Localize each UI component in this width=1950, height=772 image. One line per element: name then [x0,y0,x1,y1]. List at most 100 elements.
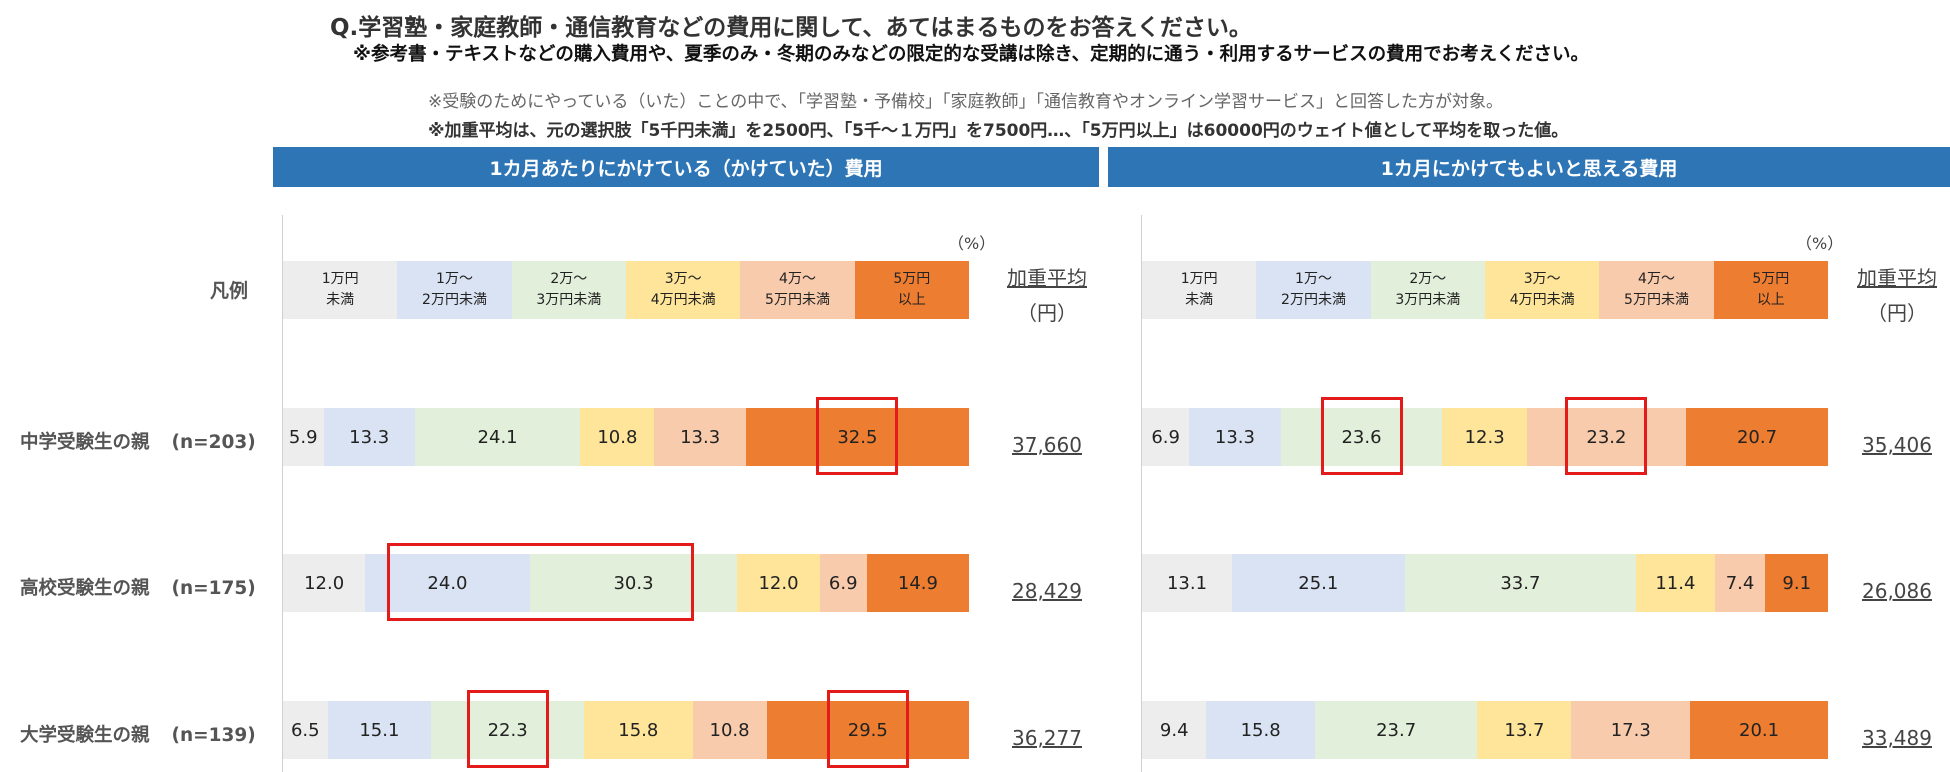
weighted-average-value: 28,429 [1012,579,1082,603]
legend-item: 1万円未満 [1142,261,1257,319]
question-subtitle: ※参考書・テキストなどの購入費用や、夏季のみ・冬期のみなどの限定的な受講は除き、… [353,44,1590,65]
highlight-box [1565,397,1648,475]
highlight-box [816,397,899,475]
highlight-box [1320,397,1403,475]
row-label: 中学受験生の親 (n=203) [20,428,256,454]
legend-item-line1: 1万～ [436,271,473,287]
percent-unit-label: （%） [948,234,996,253]
weighted-average-unit: （円） [1017,301,1077,325]
legend-item-line2: 未満 [1185,292,1214,308]
legend-label: 凡例 [210,280,249,302]
bar-segment: 23.2 [1526,408,1686,466]
bar-segment: 13.7 [1477,701,1572,759]
legend-item-line2: 以上 [1756,292,1785,308]
legend-item-line2: 2万円未満 [422,292,487,308]
legend-item-line1: 4万～ [779,271,816,287]
legend-item: 4万～ 5万円未満 [1599,261,1714,319]
highlight-box [466,690,549,768]
bar-segment: 15.8 [1206,701,1315,759]
bar-segment: 23.7 [1314,701,1478,759]
legend-item-line1: 3万～ [1523,271,1561,287]
panel-header-acceptable-cost: 1カ月にかけてもよいと思える費用 [1108,147,1950,187]
bar-segment: 24.0 [365,554,530,612]
axis-line [1141,215,1142,772]
weighted-average-value: 33,489 [1862,726,1932,750]
legend-item-line2: 2万円未満 [1281,292,1346,308]
bar-segment: 22.3 [431,701,585,759]
question-title: Q.学習塾・家庭教師・通信教育などの費用に関して、あてはまるものをお答えください… [330,15,1252,41]
bar-segment: 10.8 [692,701,767,759]
row-label: 大学受験生の親 (n=139) [20,721,256,747]
bar-segment: 14.9 [866,554,969,612]
bar-segment: 23.6 [1280,408,1443,466]
legend-item: 5万円以上 [1713,261,1828,319]
legend-item-line1: 5万円 [1752,271,1790,287]
bar-segment: 17.3 [1571,701,1691,759]
bar-segment: 13.3 [323,408,415,466]
bar-segment: 6.5 [283,701,328,759]
legend-item-line2: 3万円未満 [1395,292,1461,308]
row-label-sample-size: (n=203) [171,432,256,453]
legend-item-line1: 2万～ [550,271,588,287]
legend-item: 3万～ 4万円未満 [1485,261,1600,319]
row-label-group: 中学受験生の親 [20,432,150,453]
row-label-group: 高校受験生の親 [20,578,150,599]
weighted-average-value: 36,277 [1012,726,1082,750]
bar-segment: 5.9 [283,408,324,466]
legend-item-line2: 以上 [897,292,926,308]
legend-item: 1万円未満 [283,261,398,319]
legend-item: 2万～ 3万円未満 [511,261,626,319]
bar-segment: 13.1 [1142,554,1233,612]
weighted-average-title: 加重平均 [1857,266,1937,290]
panel-header-current-cost: 1カ月あたりにかけている（かけていた）費用 [273,147,1099,187]
weighted-average-header: 加重平均 （円） [997,262,1097,326]
percent-unit-label: （%） [1796,234,1844,253]
legend-item-line1: 2万～ [1409,271,1447,287]
highlight-box [826,690,909,768]
bar-segment: 15.1 [327,701,432,759]
weighting-note: ※加重平均は、元の選択肢「5千円未満」を2500円、「5千～１万円」を7500円… [428,121,1569,141]
weighted-average-value: 26,086 [1862,579,1932,603]
legend-item-line2: 4万円未満 [650,292,716,308]
legend-item-line1: 1万円 [1180,271,1218,287]
bar-segment: 25.1 [1232,554,1405,612]
bar-segment: 10.8 [580,408,655,466]
bar-segment: 7.4 [1714,554,1766,612]
legend-item: 2万～ 3万円未満 [1370,261,1485,319]
legend-item: 5万円 以上 [854,261,969,319]
bar-segment: 11.4 [1636,554,1715,612]
legend-item: 4万～ 5万円未満 [740,261,855,319]
legend-item-line2: 5万円未満 [1624,292,1689,308]
bar-segment: 6.9 [1142,408,1190,466]
legend-item: 3万～ 4万円未満 [626,261,741,319]
bar-segment: 20.1 [1690,701,1828,759]
bar-segment: 29.5 [766,701,969,759]
bar-segment: 9.1 [1765,554,1828,612]
bar-segment: 15.8 [584,701,693,759]
target-note: ※受験のためにやっている（いた）ことの中で、「学習塾・予備校」「家庭教師」「通信… [428,92,1504,112]
bar-segment: 24.1 [414,408,581,466]
legend-item: 1万～ 2万円未満 [397,261,512,319]
highlight-box [387,543,694,621]
weighted-average-value: 35,406 [1862,433,1932,457]
bar-segment: 33.7 [1404,554,1637,612]
bar-segment: 9.4 [1142,701,1207,759]
bar-segment: 12.0 [283,554,366,612]
legend-item-line1: 1万円 [321,271,359,287]
legend-item-line1: 4万～ [1638,271,1675,287]
bar-segment: 13.3 [1189,408,1281,466]
bar-segment: 30.3 [529,554,738,612]
bar-segment: 32.5 [745,408,969,466]
legend-item: 1万～ 2万円未満 [1256,261,1371,319]
weighted-average-header: 加重平均 （円） [1847,262,1947,326]
row-label-group: 大学受験生の親 [20,725,150,746]
weighted-average-unit: （円） [1867,301,1927,325]
bar-segment: 20.7 [1685,408,1828,466]
row-label: 高校受験生の親 (n=175) [20,574,256,600]
weighted-average-title: 加重平均 [1007,266,1087,290]
legend-item-line2: 5万円未満 [765,292,830,308]
bar-segment: 12.3 [1442,408,1527,466]
row-label-sample-size: (n=139) [171,725,256,746]
legend-item-line2: 未満 [326,292,355,308]
weighted-average-value: 37,660 [1012,433,1082,457]
